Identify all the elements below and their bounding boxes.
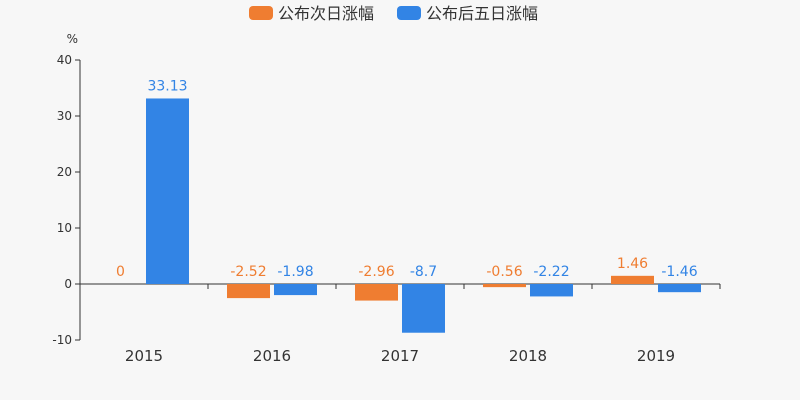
y-axis-unit: % [67, 32, 78, 46]
y-tick-label: -10 [52, 333, 72, 347]
y-tick-label: 10 [57, 221, 72, 235]
y-tick-label: 0 [64, 277, 72, 291]
legend-label: 公布后五日涨幅 [426, 4, 538, 23]
bar-five-day-2017 [402, 284, 445, 333]
bar-five-day-2015 [146, 98, 189, 284]
bar-five-day-2016 [274, 284, 317, 296]
bar-next-day-2016 [227, 284, 270, 299]
data-label: -2.96 [358, 264, 394, 280]
x-category-label: 2015 [125, 347, 163, 365]
data-label: -1.46 [661, 264, 697, 280]
legend-label: 公布次日涨幅 [278, 4, 374, 23]
y-tick-label: 30 [57, 109, 72, 123]
data-label: 1.46 [617, 256, 648, 272]
bar-five-day-2019 [658, 284, 701, 293]
data-label: 0 [116, 264, 125, 280]
y-tick-label: 20 [57, 165, 72, 179]
data-label: -1.98 [277, 264, 313, 280]
data-label: -2.22 [533, 264, 569, 280]
data-label: 33.13 [147, 78, 187, 94]
legend-swatch [397, 6, 421, 20]
bar-next-day-2017 [355, 284, 398, 301]
bar-next-day-2019 [611, 275, 654, 284]
data-label: -2.52 [230, 264, 266, 280]
x-category-label: 2019 [637, 347, 675, 365]
x-category-label: 2016 [253, 347, 291, 365]
x-category-label: 2017 [381, 347, 419, 365]
bar-next-day-2018 [483, 284, 526, 288]
bar-five-day-2018 [530, 284, 573, 297]
y-tick-label: 40 [57, 53, 72, 67]
legend-swatch [249, 6, 273, 20]
data-label: -8.7 [410, 264, 437, 280]
x-category-label: 2018 [509, 347, 547, 365]
data-label: -0.56 [486, 264, 522, 280]
